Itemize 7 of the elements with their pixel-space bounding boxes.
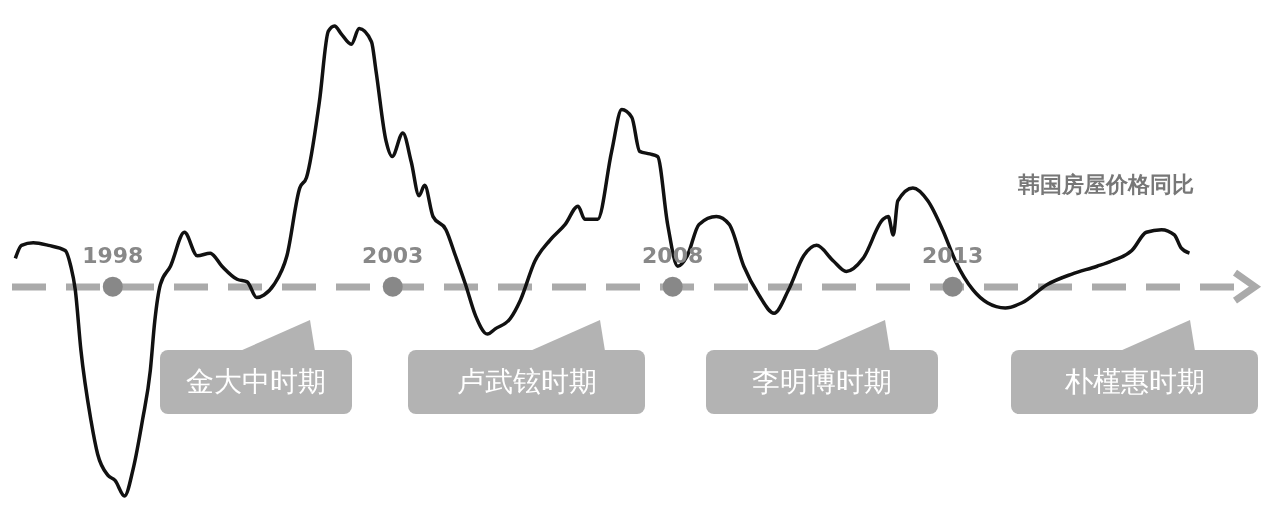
speech-bubble: 李明博时期 bbox=[706, 350, 938, 414]
speech-bubble: 卢武铉时期 bbox=[408, 350, 645, 414]
speech-bubble: 金大中时期 bbox=[160, 350, 352, 414]
x-tick-label: 1998 bbox=[82, 242, 144, 268]
speech-bubble: 朴槿惠时期 bbox=[1011, 350, 1258, 414]
text: 韩国房屋价格同比 bbox=[1018, 171, 1194, 199]
x-tick-label: 2003 bbox=[362, 242, 424, 268]
